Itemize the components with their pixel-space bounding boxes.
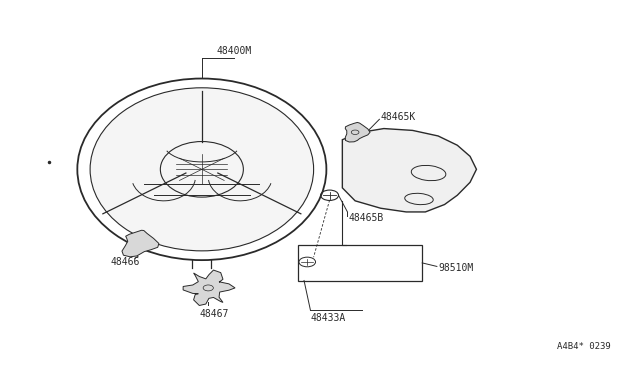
Text: 48465B: 48465B xyxy=(349,212,384,222)
Polygon shape xyxy=(342,129,476,212)
Text: 48467: 48467 xyxy=(200,309,229,319)
Polygon shape xyxy=(122,230,159,257)
Text: 48400M: 48400M xyxy=(216,46,252,56)
Text: 48433A: 48433A xyxy=(310,312,346,323)
Polygon shape xyxy=(345,122,370,142)
Text: A4B4* 0239: A4B4* 0239 xyxy=(557,342,611,351)
Bar xyxy=(298,245,422,280)
Ellipse shape xyxy=(90,88,314,251)
Text: 48466: 48466 xyxy=(111,257,140,267)
Text: 98510M: 98510M xyxy=(438,263,474,273)
Polygon shape xyxy=(183,270,235,305)
Text: 48465K: 48465K xyxy=(381,112,416,122)
